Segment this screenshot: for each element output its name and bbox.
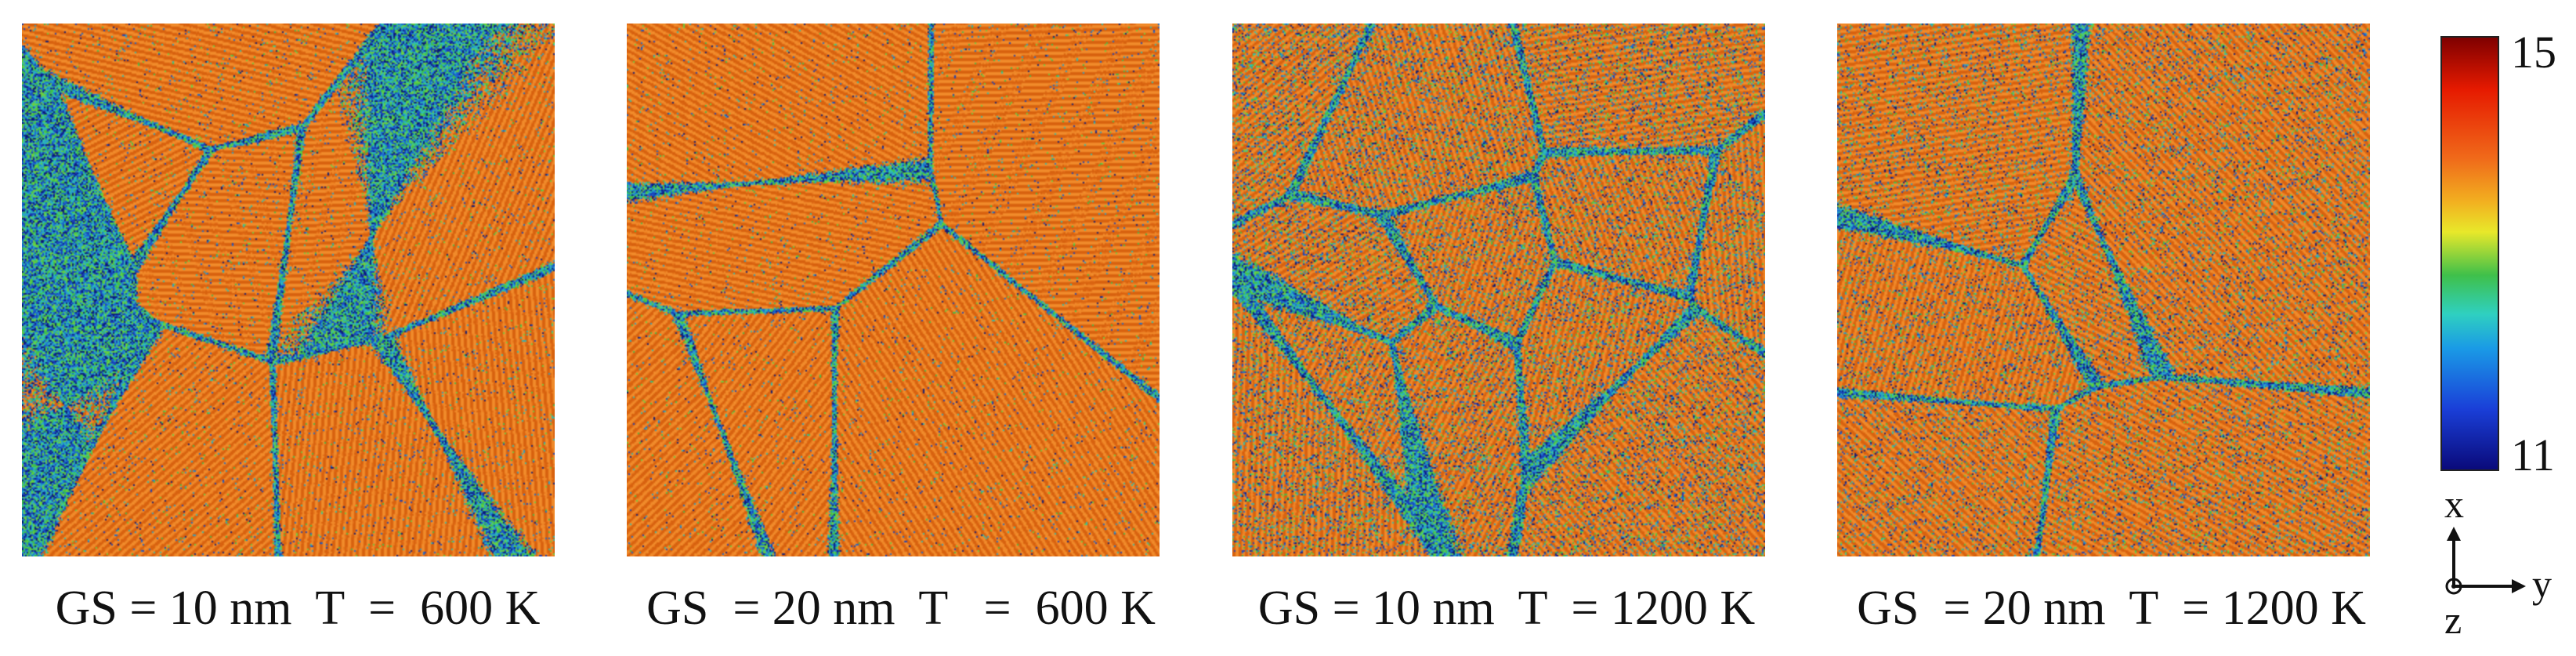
colorbar (2440, 36, 2499, 471)
axis-z-label: z (2444, 598, 2462, 642)
panel-gs20-1200k (1837, 24, 2370, 556)
colorbar-min-label: 11 (2511, 429, 2555, 480)
atom-map-gs10-600k (22, 24, 555, 556)
caption-gs20-600k: GS = 20 nm T = 600 K (646, 582, 1156, 635)
caption-gs20-1200k: GS = 20 nm T = 1200 K (1857, 582, 2366, 635)
axis-y-label: y (2532, 562, 2552, 606)
panel-gs20-600k (627, 24, 1160, 556)
atom-map-gs10-1200k (1232, 24, 1765, 556)
panel-gs10-600k (22, 24, 555, 556)
axis-x-label: x (2444, 482, 2464, 526)
caption-gs10-1200k: GS = 10 nm T = 1200 K (1257, 582, 1756, 635)
colorbar-max-label: 15 (2511, 27, 2556, 78)
axes-triad-icon (2445, 527, 2526, 595)
panel-gs10-1200k (1232, 24, 1765, 556)
atom-map-gs20-600k (627, 24, 1160, 556)
axes-triad: x y z (2437, 484, 2570, 651)
caption-gs10-600k: GS = 10 nm T = 600 K (55, 582, 541, 635)
atom-map-gs20-1200k (1837, 24, 2370, 556)
